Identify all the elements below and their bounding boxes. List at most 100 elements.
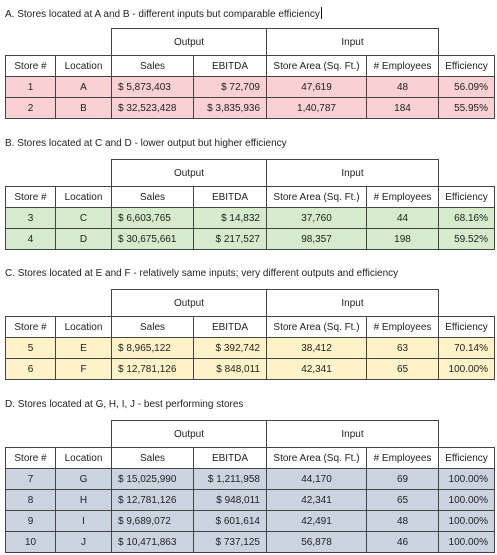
sales: $ 32,523,428 [111, 97, 194, 119]
sales: $ 6,603,765 [111, 207, 194, 229]
efficiency: 100.00% [438, 531, 495, 553]
location: G [55, 468, 112, 490]
col-header-location: Location [55, 186, 112, 208]
sales: $ 8,965,122 [111, 337, 194, 359]
stores-table-d: Output Input Store # Location Sales EBIT… [5, 420, 495, 553]
header-spacer [5, 159, 112, 187]
location: D [55, 228, 112, 250]
stores-table-b: Output Input Store # Location Sales EBIT… [5, 159, 495, 250]
employees: 44 [366, 207, 439, 229]
col-header-location: Location [55, 316, 112, 338]
location: F [55, 358, 112, 380]
col-header-efficiency: Efficiency [438, 316, 495, 338]
table-row: 6 F $ 12,781,126 $ 848,011 42,341 65 100… [5, 358, 495, 380]
header-spacer [438, 420, 495, 448]
table-row: 2 B $ 32,523,428 $ 3,835,936 1,40,787 18… [5, 97, 495, 119]
ebitda: $ 737,125 [193, 531, 267, 553]
col-header-employees: # Employees [366, 316, 439, 338]
employees: 184 [366, 97, 439, 119]
employees: 48 [366, 510, 439, 532]
efficiency: 55.95% [438, 97, 495, 119]
col-header-efficiency: Efficiency [438, 447, 495, 469]
col-header-store: Store # [5, 55, 56, 77]
location: A [55, 76, 112, 98]
store-number: 10 [5, 531, 56, 553]
text-cursor [320, 7, 322, 19]
ebitda: $ 14,832 [193, 207, 267, 229]
location: H [55, 489, 112, 511]
col-header-location: Location [55, 447, 112, 469]
employees: 48 [366, 76, 439, 98]
store-area: 38,412 [266, 337, 367, 359]
store-area: 42,341 [266, 358, 367, 380]
table-row: 4 D $ 30,675,661 $ 217,527 98,357 198 59… [5, 228, 495, 250]
location: B [55, 97, 112, 119]
col-header-efficiency: Efficiency [438, 55, 495, 77]
col-header-area: Store Area (Sq. Ft.) [266, 55, 367, 77]
section-title-c: C. Stores located at E and F - relativel… [5, 268, 399, 279]
ebitda: $ 217,527 [193, 228, 267, 250]
table-row: 1 A $ 5,873,403 $ 72,709 47,619 48 56.09… [5, 76, 495, 98]
col-header-store: Store # [5, 186, 56, 208]
ebitda: $ 1,211,958 [193, 468, 267, 490]
efficiency: 68.16% [438, 207, 495, 229]
sales: $ 15,025,990 [111, 468, 194, 490]
store-area: 1,40,787 [266, 97, 367, 119]
efficiency: 100.00% [438, 489, 495, 511]
header-spacer [5, 420, 112, 448]
employees: 198 [366, 228, 439, 250]
input-group-header: Input [266, 289, 439, 317]
col-header-sales: Sales [111, 55, 194, 77]
store-number: 3 [5, 207, 56, 229]
col-header-ebitda: EBITDA [193, 447, 267, 469]
location: J [55, 531, 112, 553]
col-header-location: Location [55, 55, 112, 77]
col-header-sales: Sales [111, 186, 194, 208]
section-title-a: A. Stores located at A and B - different… [5, 7, 322, 20]
sales: $ 12,781,126 [111, 358, 194, 380]
store-area: 47,619 [266, 76, 367, 98]
efficiency: 100.00% [438, 468, 495, 490]
output-group-header: Output [111, 159, 267, 187]
ebitda: $ 948,011 [193, 489, 267, 511]
employees: 63 [366, 337, 439, 359]
store-number: 7 [5, 468, 56, 490]
table-row: 5 E $ 8,965,122 $ 392,742 38,412 63 70.1… [5, 337, 495, 359]
header-spacer [438, 28, 495, 56]
col-header-ebitda: EBITDA [193, 186, 267, 208]
sales: $ 5,873,403 [111, 76, 194, 98]
col-header-employees: # Employees [366, 55, 439, 77]
section-title-d: D. Stores located at G, H, I, J - best p… [5, 399, 244, 410]
header-spacer [5, 289, 112, 317]
col-header-sales: Sales [111, 316, 194, 338]
location: C [55, 207, 112, 229]
sales: $ 30,675,661 [111, 228, 194, 250]
col-header-area: Store Area (Sq. Ft.) [266, 186, 367, 208]
col-header-employees: # Employees [366, 186, 439, 208]
output-group-header: Output [111, 28, 267, 56]
efficiency: 100.00% [438, 358, 495, 380]
col-header-store: Store # [5, 447, 56, 469]
output-group-header: Output [111, 289, 267, 317]
table-row: 10 J $ 10,471,863 $ 737,125 56,878 46 10… [5, 531, 495, 553]
store-number: 4 [5, 228, 56, 250]
efficiency: 100.00% [438, 510, 495, 532]
employees: 46 [366, 531, 439, 553]
ebitda: $ 72,709 [193, 76, 267, 98]
output-group-header: Output [111, 420, 267, 448]
store-number: 5 [5, 337, 56, 359]
col-header-sales: Sales [111, 447, 194, 469]
col-header-store: Store # [5, 316, 56, 338]
efficiency: 59.52% [438, 228, 495, 250]
ebitda: $ 3,835,936 [193, 97, 267, 119]
ebitda: $ 601,614 [193, 510, 267, 532]
table-row: 8 H $ 12,781,126 $ 948,011 42,341 65 100… [5, 489, 495, 511]
employees: 69 [366, 468, 439, 490]
table-row: 7 G $ 15,025,990 $ 1,211,958 44,170 69 1… [5, 468, 495, 490]
sales: $ 9,689,072 [111, 510, 194, 532]
col-header-ebitda: EBITDA [193, 316, 267, 338]
col-header-area: Store Area (Sq. Ft.) [266, 316, 367, 338]
col-header-employees: # Employees [366, 447, 439, 469]
employees: 65 [366, 489, 439, 511]
stores-table-a: Output Input Store # Location Sales EBIT… [5, 28, 495, 119]
